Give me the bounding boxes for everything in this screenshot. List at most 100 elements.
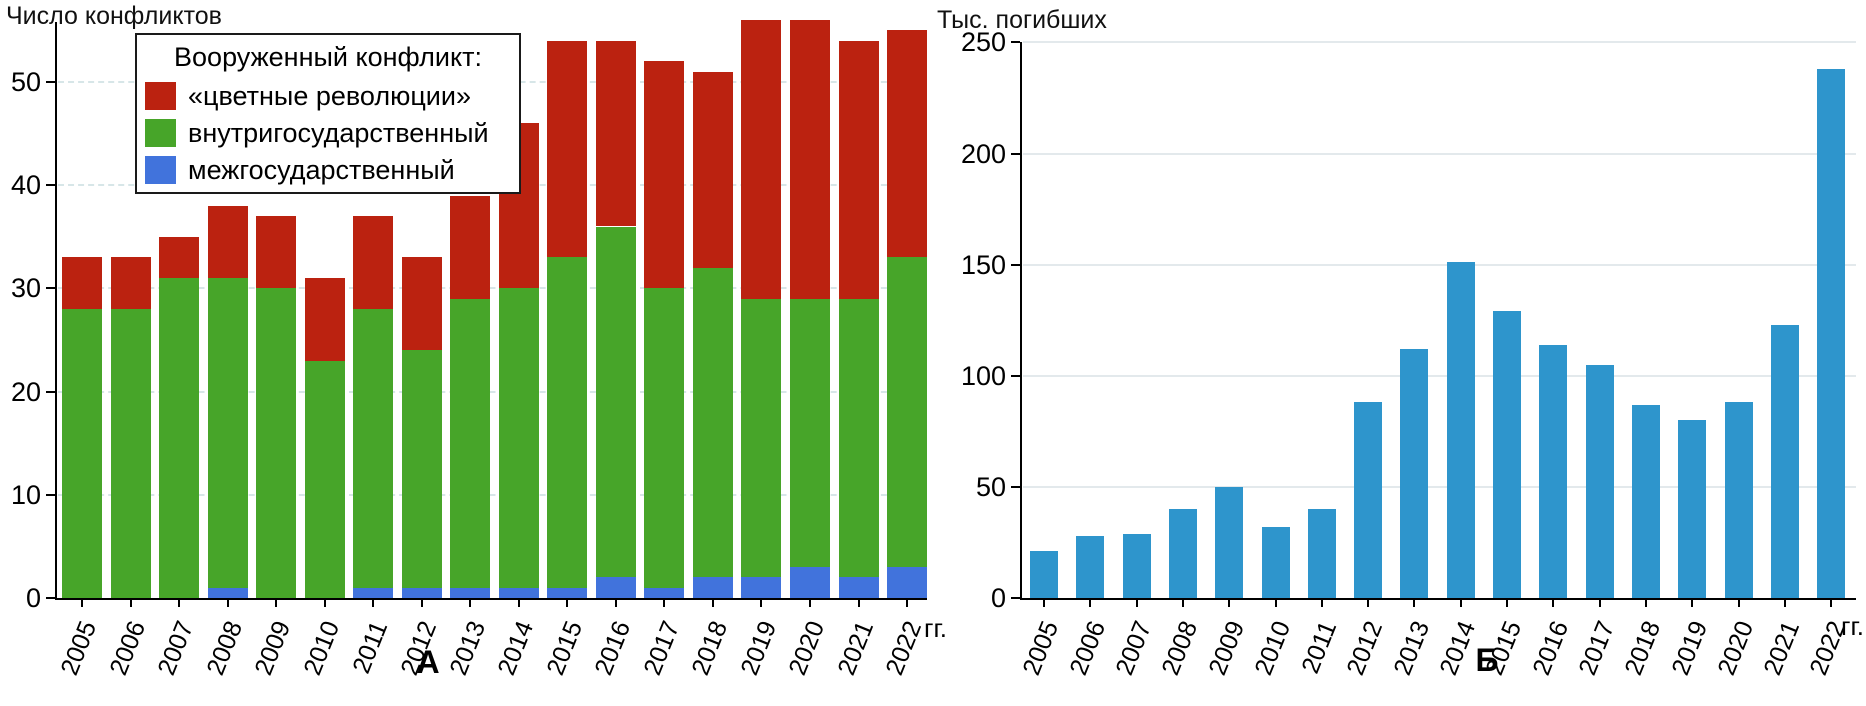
chart-a-bar-2017-внутригосударственный [644, 288, 685, 588]
chart-a-x-tick-2008 [226, 600, 229, 607]
chart-a-x-tick-2020 [809, 600, 811, 607]
chart-a-bar-2020-межгосударственный [790, 567, 830, 598]
chart-b-bar-2006-Тыс. погибших [1076, 535, 1105, 598]
chart-a-x-axis-unit: гг. [924, 613, 948, 643]
legend-item-2: межгосударственный [145, 155, 513, 185]
chart-a-gridline-20 [58, 390, 927, 393]
chart-a-x-label-2019: 2019 [735, 617, 782, 680]
chart-b-x-tick-2013 [1413, 600, 1416, 607]
chart-a-bar-2015-«цветные революции» [547, 40, 588, 258]
chart-b-gridline-50 [1023, 485, 1856, 488]
chart-b-y-tick-label-50: 50 [975, 471, 1006, 502]
chart-a-x-tick-2015 [566, 600, 569, 607]
chart-b-x-tick-2017 [1598, 600, 1601, 607]
chart-b-x-tick-2016 [1552, 600, 1555, 607]
chart-a-x-tick-2014 [517, 600, 520, 607]
chart-a-bar-2021-«цветные революции» [838, 40, 879, 299]
chart-b-x-label-2017: 2017 [1573, 617, 1621, 680]
chart-a-x-tick-2011 [372, 600, 375, 607]
chart-a-bar-2011-межгосударственный [353, 587, 394, 598]
chart-b-y-axis [1020, 42, 1022, 600]
chart-b-gridline-150 [1023, 263, 1856, 266]
chart-a-bar-2011-«цветные революции» [353, 216, 394, 310]
chart-b-x-tick-2006 [1089, 600, 1092, 607]
chart-a-bar-2016-межгосударственный [595, 577, 636, 598]
chart-a-bar-2020-«цветные революции» [790, 20, 830, 299]
chart-a-x-label-2021: 2021 [832, 617, 880, 680]
chart-b-x-axis [1020, 598, 1856, 600]
chart-b-x-label-2010: 2010 [1249, 617, 1297, 680]
chart-a-bar-2016-внутригосударственный [595, 226, 636, 578]
chart-a-x-label-2015: 2015 [541, 617, 588, 680]
chart-a-bar-2006-«цветные революции» [110, 257, 151, 309]
chart-a-bar-2007-«цветные революции» [159, 236, 200, 279]
chart-a-bar-2017-межгосударственный [644, 587, 685, 598]
chart-b-bar-2019-Тыс. погибших [1678, 420, 1707, 598]
chart-b-x-label-2019: 2019 [1665, 617, 1713, 680]
chart-a-bar-2005-«цветные революции» [62, 257, 102, 309]
chart-a-bar-2009-«цветные революции» [256, 216, 297, 289]
chart-b-x-tick-2020 [1737, 600, 1740, 607]
chart-a-y-tick-20 [46, 390, 55, 393]
chart-a-bar-2019-межгосударственный [741, 577, 782, 598]
chart-b-bar-2021-Тыс. погибших [1770, 324, 1799, 598]
chart-b-bar-2020-Тыс. погибших [1724, 402, 1753, 598]
chart-a-x-tick-2019 [760, 600, 763, 607]
chart-b-panel-label: Б [1475, 642, 1499, 678]
chart-a-bar-2011-внутригосударственный [353, 309, 394, 588]
chart-b-gridline-250 [1023, 41, 1856, 44]
chart-a-bar-2022-«цветные революции» [887, 30, 927, 258]
chart-a-bar-2008-внутригосударственный [207, 278, 248, 588]
chart-a-bar-2008-«цветные революции» [207, 205, 248, 278]
legend-title: Вооруженный конфликт: [174, 42, 482, 72]
chart-b-x-tick-2011 [1320, 600, 1323, 607]
chart-a-x-tick-2006 [129, 600, 132, 607]
chart-a-x-tick-2005 [81, 600, 83, 607]
chart-b-y-tick-0 [1011, 597, 1020, 599]
legend-items: «цветные революции» внутригосударственный… [143, 81, 513, 185]
chart-b-x-label-2009: 2009 [1202, 617, 1250, 680]
chart-a-y-tick-label-0: 0 [25, 583, 41, 613]
chart-a-y-axis-title: Число конфликтов [6, 2, 222, 30]
chart-a-x-tick-2016 [614, 600, 617, 607]
chart-b-x-label-2022: 2022 [1804, 617, 1852, 680]
chart-a-x-label-2022: 2022 [880, 617, 928, 680]
chart-a-y-tick-50 [46, 81, 55, 83]
chart-b-x-label-2008: 2008 [1156, 617, 1204, 680]
chart-b-x-label-2020: 2020 [1712, 617, 1760, 680]
chart-b-x-tick-2021 [1783, 600, 1786, 607]
chart-a-bar-2016-«цветные революции» [595, 40, 636, 227]
chart-b-x-tick-2015 [1506, 600, 1508, 607]
chart-a-y-tick-label-50: 50 [10, 67, 41, 97]
chart-b-x-label-2012: 2012 [1341, 617, 1389, 680]
chart-b-bar-2012-Тыс. погибших [1354, 402, 1383, 598]
chart-a-bar-2012-«цветные революции» [401, 257, 442, 351]
chart-b-bar-2008-Тыс. погибших [1168, 509, 1197, 598]
chart-b-x-label-2015: 2015 [1480, 617, 1528, 680]
chart-a-x-label-2008: 2008 [201, 617, 249, 680]
legend-label-1: внутригосударственный [188, 118, 489, 148]
chart-a-bar-2017-«цветные революции» [644, 61, 685, 289]
chart-a-bar-2015-внутригосударственный [547, 257, 588, 588]
chart-a-x-label-2017: 2017 [638, 617, 685, 680]
chart-a-x-tick-2009 [275, 600, 278, 607]
chart-a-bar-2008-межгосударственный [207, 587, 248, 598]
chart-a-x-axis [55, 598, 927, 600]
chart-a-x-tick-2017 [663, 600, 666, 607]
chart-b-gridline-200 [1023, 152, 1856, 155]
chart-a-x-label-2014: 2014 [492, 617, 540, 680]
chart-b-y-tick-label-200: 200 [960, 138, 1006, 169]
chart-a-bar-2018-межгосударственный [692, 577, 733, 598]
chart-b-x-tick-2022 [1830, 600, 1833, 607]
chart-b-bar-2010-Тыс. погибших [1261, 526, 1290, 598]
legend-item-1: внутригосударственный [145, 118, 513, 148]
chart-b-x-label-2005: 2005 [1017, 617, 1065, 680]
chart-b-gridline-100 [1023, 374, 1856, 377]
chart-b-bar-2018-Тыс. погибших [1631, 404, 1660, 598]
chart-b-bar-2017-Тыс. погибших [1585, 364, 1614, 598]
legend-swatch-0 [145, 82, 176, 110]
chart-b-y-tick-100 [1011, 374, 1020, 377]
chart-b-bar-2015-Тыс. погибших [1493, 311, 1521, 598]
legend-label-0: «цветные революции» [188, 81, 471, 111]
chart-b-x-label-2011: 2011 [1296, 617, 1343, 678]
